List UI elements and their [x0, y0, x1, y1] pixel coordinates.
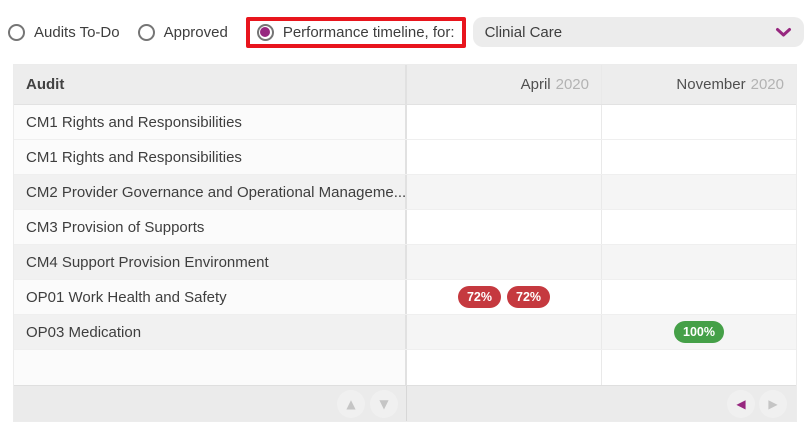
radio-label: Performance timeline, for: — [282, 23, 455, 41]
november-cell — [602, 245, 796, 279]
april-cell — [407, 140, 602, 174]
month-label: November — [676, 76, 746, 93]
scroll-down-button[interactable]: ▼ — [370, 389, 398, 418]
november-cell — [602, 175, 796, 209]
month-column-header-april: April 2020 — [407, 65, 602, 104]
radio-label: Audits To-Do — [34, 23, 120, 41]
april-cell — [407, 315, 602, 349]
radio-icon[interactable] — [137, 23, 155, 41]
april-cell — [407, 105, 602, 139]
next-page-button[interactable]: ▶ — [759, 389, 787, 418]
audit-column-header: Audit — [14, 65, 407, 104]
score-badge[interactable]: 72% — [457, 285, 501, 309]
november-cell — [602, 210, 796, 244]
april-cell — [407, 175, 602, 209]
red-highlight-box: Performance timeline, for: — [245, 16, 466, 48]
year-label: 2020 — [555, 76, 589, 93]
table-row[interactable]: CM3 Provision of Supports — [14, 210, 796, 245]
table-body: CM1 Rights and Responsibilities CM1 Right… — [14, 105, 796, 385]
radio-icon[interactable] — [256, 23, 274, 41]
audit-cell: CM3 Provision of Supports — [14, 210, 407, 244]
table-row[interactable]: CM2 Provider Governance and Operational … — [14, 175, 796, 210]
april-cell — [407, 210, 602, 244]
table-row[interactable]: OP01 Work Health and Safety 72% 72% — [14, 280, 796, 315]
score-badge[interactable]: 72% — [507, 285, 551, 309]
radio-audits-to-do[interactable]: Audits To-Do — [8, 23, 120, 41]
table-header-row: Audit April 2020 November 2020 — [14, 65, 796, 105]
dropdown-selected-value: Clinial Care — [484, 23, 563, 41]
performance-timeline-table: Audit April 2020 November 2020 CM1 Rights … — [13, 64, 797, 422]
care-category-dropdown[interactable]: Clinial Care — [472, 17, 804, 47]
audit-cell: CM1 Rights and Responsibilities — [14, 140, 407, 174]
table-row[interactable]: CM4 Support Provision Environment — [14, 245, 796, 280]
up-icon: ▲ — [346, 396, 356, 411]
table-pager: ▲ ▼ ◀ ▶ — [14, 385, 796, 421]
down-icon: ▼ — [379, 396, 389, 411]
view-mode-controls: Audits To-Do Approved Performance timeli… — [8, 14, 804, 50]
november-cell — [602, 140, 796, 174]
november-cell — [602, 280, 796, 314]
next-arrow-icon: ▶ — [768, 396, 778, 411]
table-row[interactable]: CM1 Rights and Responsibilities — [14, 105, 796, 140]
column-page-controls: ◀ ▶ — [407, 386, 796, 421]
april-cell: 72% 72% — [407, 280, 602, 314]
month-column-header-november: November 2020 — [602, 65, 796, 104]
november-cell — [602, 105, 796, 139]
audit-cell: OP03 Medication — [14, 315, 407, 349]
chevron-down-icon — [775, 27, 792, 38]
audit-cell: CM2 Provider Governance and Operational … — [14, 175, 407, 209]
november-cell: 100% — [602, 315, 796, 349]
row-scroll-controls: ▲ ▼ — [14, 386, 407, 421]
april-cell — [407, 245, 602, 279]
year-label: 2020 — [750, 76, 784, 93]
prev-page-button[interactable]: ◀ — [727, 389, 755, 418]
audit-cell — [14, 350, 407, 385]
radio-label: Approved — [163, 23, 228, 41]
prev-arrow-icon: ◀ — [736, 396, 746, 411]
radio-approved[interactable]: Approved — [137, 23, 228, 41]
table-row[interactable]: CM1 Rights and Responsibilities — [14, 140, 796, 175]
table-row[interactable]: OP03 Medication 100% — [14, 315, 796, 350]
month-label: April — [520, 76, 551, 93]
table-row[interactable] — [14, 350, 796, 385]
audit-cell: OP01 Work Health and Safety — [14, 280, 407, 314]
november-cell — [602, 350, 796, 385]
radio-icon[interactable] — [8, 23, 25, 41]
audit-cell: CM4 Support Provision Environment — [14, 245, 407, 279]
score-badge[interactable]: 100% — [674, 320, 724, 344]
radio-performance-timeline[interactable]: Performance timeline, for: — [256, 23, 455, 41]
scroll-up-button[interactable]: ▲ — [337, 389, 365, 418]
april-cell — [407, 350, 602, 385]
audit-cell: CM1 Rights and Responsibilities — [14, 105, 407, 139]
